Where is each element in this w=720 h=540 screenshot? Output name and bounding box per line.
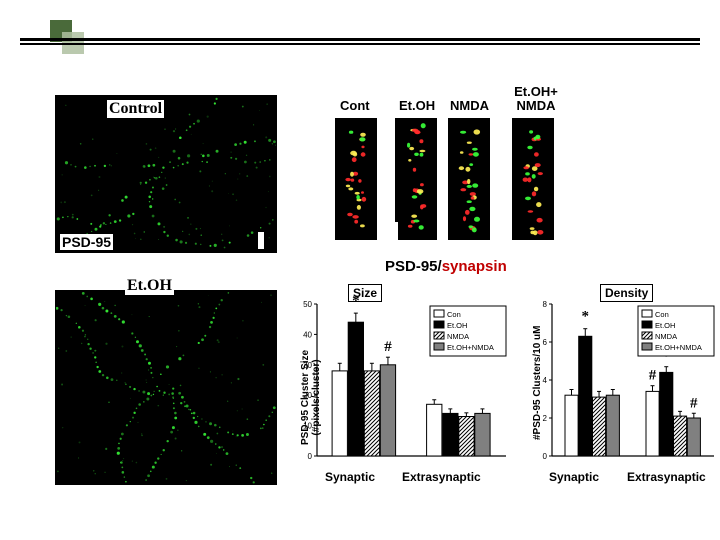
dendrite-panel-nmda [448, 118, 490, 240]
svg-text:4: 4 [543, 376, 548, 385]
svg-text:NMDA: NMDA [447, 332, 469, 341]
scalebar-dendrite [394, 222, 398, 240]
chart-density: 02468*#*#ConEt.OHNMDAEt.OH+NMDA [530, 296, 718, 468]
xcat-size-synaptic: Synaptic [325, 470, 375, 484]
dendrite-panel-cont [335, 118, 377, 240]
svg-text:Con: Con [447, 310, 461, 319]
micrograph-control [55, 95, 277, 253]
svg-text:0: 0 [543, 452, 548, 461]
svg-text:2: 2 [543, 414, 548, 423]
dendrite-panel-etoh [395, 118, 437, 240]
svg-text:NMDA: NMDA [655, 332, 677, 341]
svg-text:#: # [384, 339, 392, 355]
xcat-density-synaptic: Synaptic [549, 470, 599, 484]
svg-text:Et.OH: Et.OH [655, 321, 675, 330]
dendrite-label-cont: Cont [340, 98, 370, 113]
label-control: Control [107, 100, 164, 118]
label-psd95: PSD-95 [60, 234, 113, 250]
svg-text:8: 8 [543, 300, 548, 309]
caption-psd-synapsin: PSD-95/synapsin [385, 258, 507, 275]
svg-text:Et.OH+NMDA: Et.OH+NMDA [447, 343, 494, 352]
xcat-size-extrasynaptic: Extrasynaptic [402, 470, 481, 484]
xcat-density-extrasynaptic: Extrasynaptic [627, 470, 706, 484]
ylabel-size: PSD-95 Cluster Size (#pixels/cluster) [300, 350, 322, 445]
svg-text:6: 6 [543, 338, 548, 347]
dendrite-label-etoh-nmda: Et.OH+ NMDA [513, 85, 559, 112]
svg-text:Con: Con [655, 310, 669, 319]
svg-text:50: 50 [303, 300, 312, 309]
dendrite-panel-etoh-nmda [512, 118, 554, 240]
svg-text:#: # [649, 368, 657, 384]
dendrite-label-nmda: NMDA [450, 98, 489, 113]
svg-text:*: * [352, 293, 360, 309]
micrograph-etoh [55, 290, 277, 485]
caption-synapsin: synapsin [442, 258, 507, 275]
svg-text:40: 40 [303, 330, 312, 339]
ylabel-density: #PSD-95 Clusters/10 uM [532, 326, 543, 441]
decor-rule-thin [20, 43, 700, 45]
dendrite-label-etoh: Et.OH [399, 98, 435, 113]
svg-text:Et.OH: Et.OH [447, 321, 467, 330]
scalebar-control [258, 232, 264, 249]
svg-text:*: * [582, 309, 590, 325]
svg-text:0: 0 [308, 452, 313, 461]
label-etoh: Et.OH [125, 277, 174, 295]
svg-text:#: # [690, 395, 698, 411]
decor-rule-thick [20, 38, 700, 41]
chart-size: 01020304050*#ConEt.OHNMDAEt.OH+NMDA [295, 296, 510, 468]
svg-text:Et.OH+NMDA: Et.OH+NMDA [655, 343, 702, 352]
slide-header-decor [20, 20, 700, 60]
caption-psd: PSD-95 [385, 258, 438, 275]
